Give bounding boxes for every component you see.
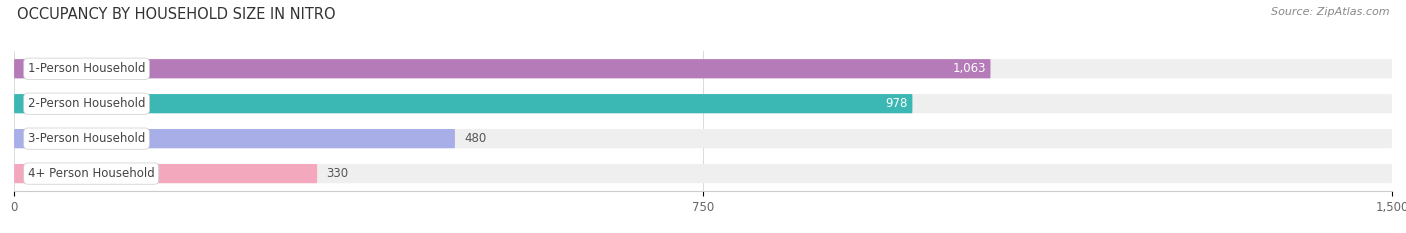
FancyBboxPatch shape: [14, 129, 456, 148]
FancyBboxPatch shape: [14, 164, 318, 183]
Text: 480: 480: [464, 132, 486, 145]
Text: 330: 330: [326, 167, 349, 180]
FancyBboxPatch shape: [14, 129, 1392, 148]
Text: OCCUPANCY BY HOUSEHOLD SIZE IN NITRO: OCCUPANCY BY HOUSEHOLD SIZE IN NITRO: [17, 7, 336, 22]
FancyBboxPatch shape: [14, 94, 1392, 113]
Text: 3-Person Household: 3-Person Household: [28, 132, 145, 145]
FancyBboxPatch shape: [14, 164, 1392, 183]
Text: 1-Person Household: 1-Person Household: [28, 62, 145, 75]
Text: 1,063: 1,063: [952, 62, 986, 75]
FancyBboxPatch shape: [14, 94, 912, 113]
Text: 978: 978: [886, 97, 908, 110]
Text: 4+ Person Household: 4+ Person Household: [28, 167, 155, 180]
FancyBboxPatch shape: [14, 59, 1392, 78]
Text: 2-Person Household: 2-Person Household: [28, 97, 145, 110]
FancyBboxPatch shape: [14, 59, 990, 78]
Text: Source: ZipAtlas.com: Source: ZipAtlas.com: [1271, 7, 1389, 17]
